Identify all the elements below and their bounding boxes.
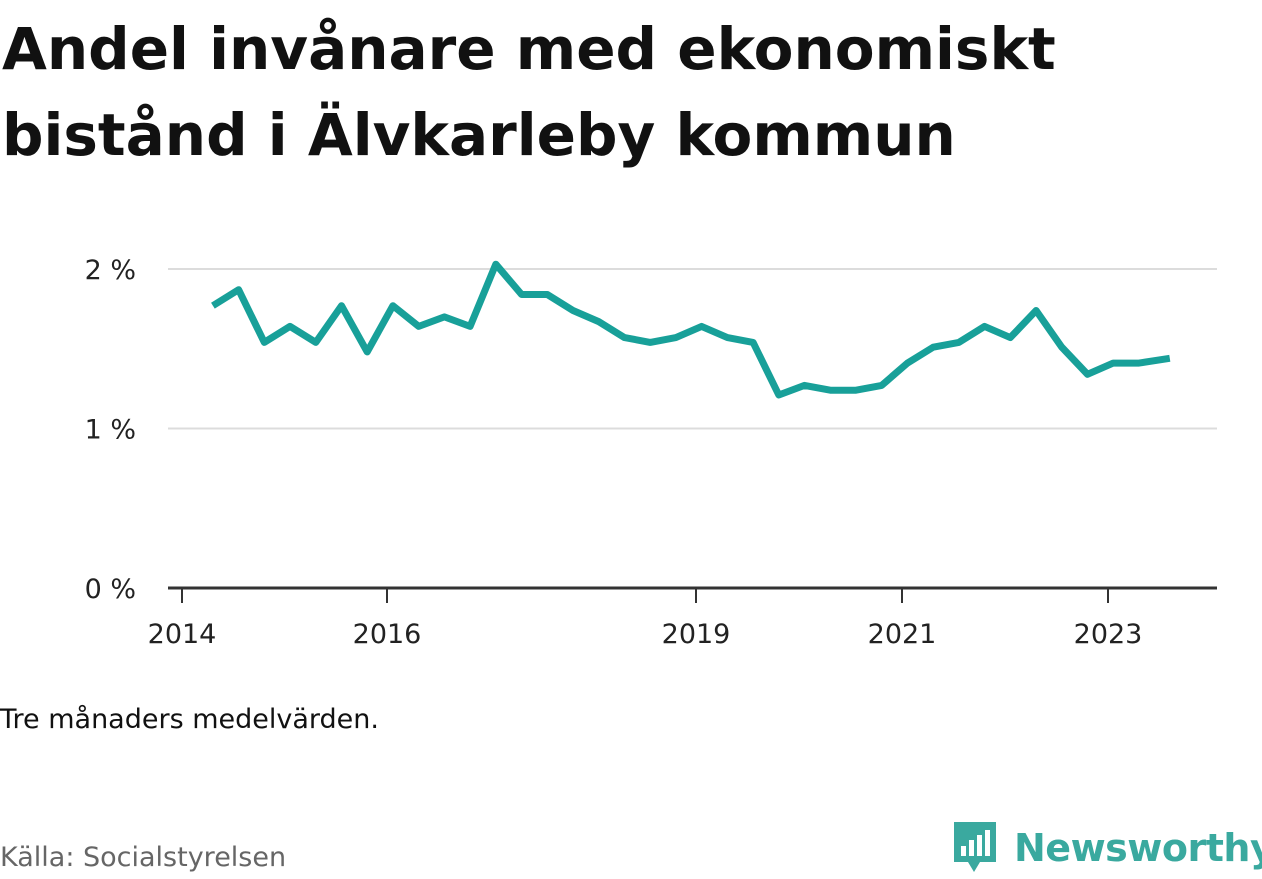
grid-lines xyxy=(168,268,1217,430)
chart-note: Tre månaders medelvärden. xyxy=(0,704,379,735)
line-chart: 0 % 1 % 2 % 2014 2016 2019 2021 2023 xyxy=(85,255,1217,650)
brand-name: Newsworthy xyxy=(1014,826,1262,870)
x-tick-label: 2016 xyxy=(353,619,422,650)
x-tick-label: 2021 xyxy=(868,619,937,650)
newsworthy-logo-icon xyxy=(954,822,996,872)
y-tick-label: 0 % xyxy=(85,574,136,605)
source-credit: Källa: Socialstyrelsen xyxy=(0,842,287,873)
x-axis: 2014 2016 2019 2021 2023 xyxy=(148,586,1217,650)
brand-logo: Newsworthy xyxy=(950,818,1262,878)
series-layer xyxy=(211,260,1171,399)
chart-title: Andel invånare med ekonomiskt bistånd i … xyxy=(2,15,1056,169)
y-tick-label: 2 % xyxy=(85,255,136,286)
series-line xyxy=(211,260,1171,399)
x-tick-label: 2014 xyxy=(148,619,217,650)
x-tick-label: 2019 xyxy=(662,619,731,650)
x-tick-label: 2023 xyxy=(1074,619,1143,650)
y-axis: 0 % 1 % 2 % xyxy=(85,255,136,605)
y-tick-label: 1 % xyxy=(85,415,136,446)
